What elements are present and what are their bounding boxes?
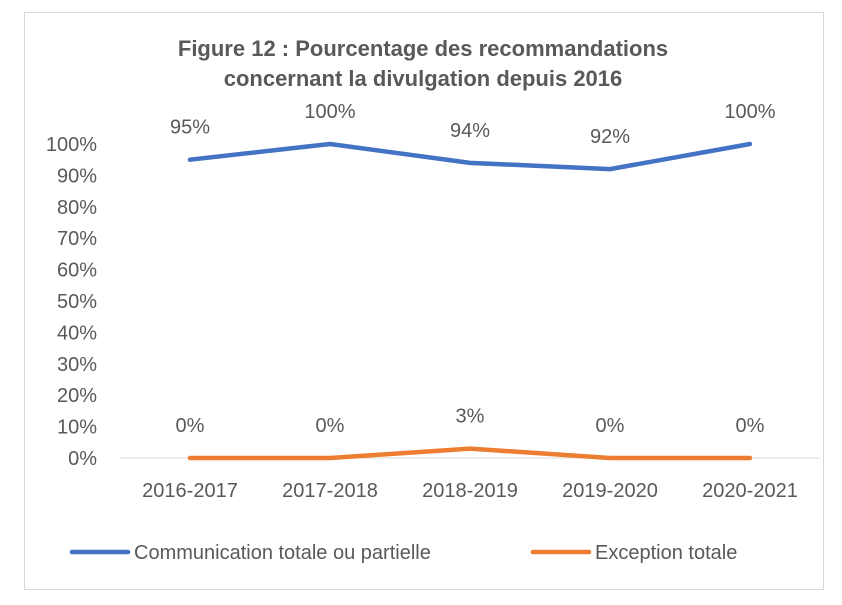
y-tick-label: 70%: [57, 228, 97, 250]
y-tick-label: 40%: [57, 322, 97, 344]
data-label: 94%: [450, 120, 490, 142]
chart-frame: [24, 12, 824, 590]
data-label: 0%: [176, 415, 205, 437]
data-label: 0%: [736, 415, 765, 437]
y-tick-label: 90%: [57, 165, 97, 187]
y-tick-label: 30%: [57, 354, 97, 376]
x-tick-label: 2019-2020: [562, 480, 658, 502]
y-tick-label: 0%: [68, 448, 97, 470]
data-label: 3%: [456, 406, 485, 428]
legend-label: Exception totale: [595, 542, 737, 564]
series-line-0: [187, 141, 753, 172]
chart-title-line-1: Figure 12 : Pourcentage des recommandati…: [178, 36, 668, 61]
legend-label: Communication totale ou partielle: [134, 542, 431, 564]
y-tick-label: 20%: [57, 385, 97, 407]
y-tick-label: 50%: [57, 291, 97, 313]
data-label: 0%: [596, 415, 625, 437]
y-tick-label: 80%: [57, 197, 97, 219]
x-tick-label: 2018-2019: [422, 480, 518, 502]
series-line-1: [187, 446, 753, 461]
y-tick-label: 100%: [46, 134, 97, 156]
data-label: 95%: [170, 117, 210, 139]
data-label: 100%: [304, 101, 355, 123]
data-label: 100%: [724, 101, 775, 123]
x-tick-label: 2016-2017: [142, 480, 238, 502]
x-tick-label: 2017-2018: [282, 480, 378, 502]
data-label: 92%: [590, 126, 630, 148]
y-tick-label: 10%: [57, 417, 97, 439]
chart-title-line-2: concernant la divulgation depuis 2016: [224, 66, 623, 91]
y-tick-label: 60%: [57, 260, 97, 282]
x-tick-label: 2020-2021: [702, 480, 798, 502]
data-label: 0%: [316, 415, 345, 437]
